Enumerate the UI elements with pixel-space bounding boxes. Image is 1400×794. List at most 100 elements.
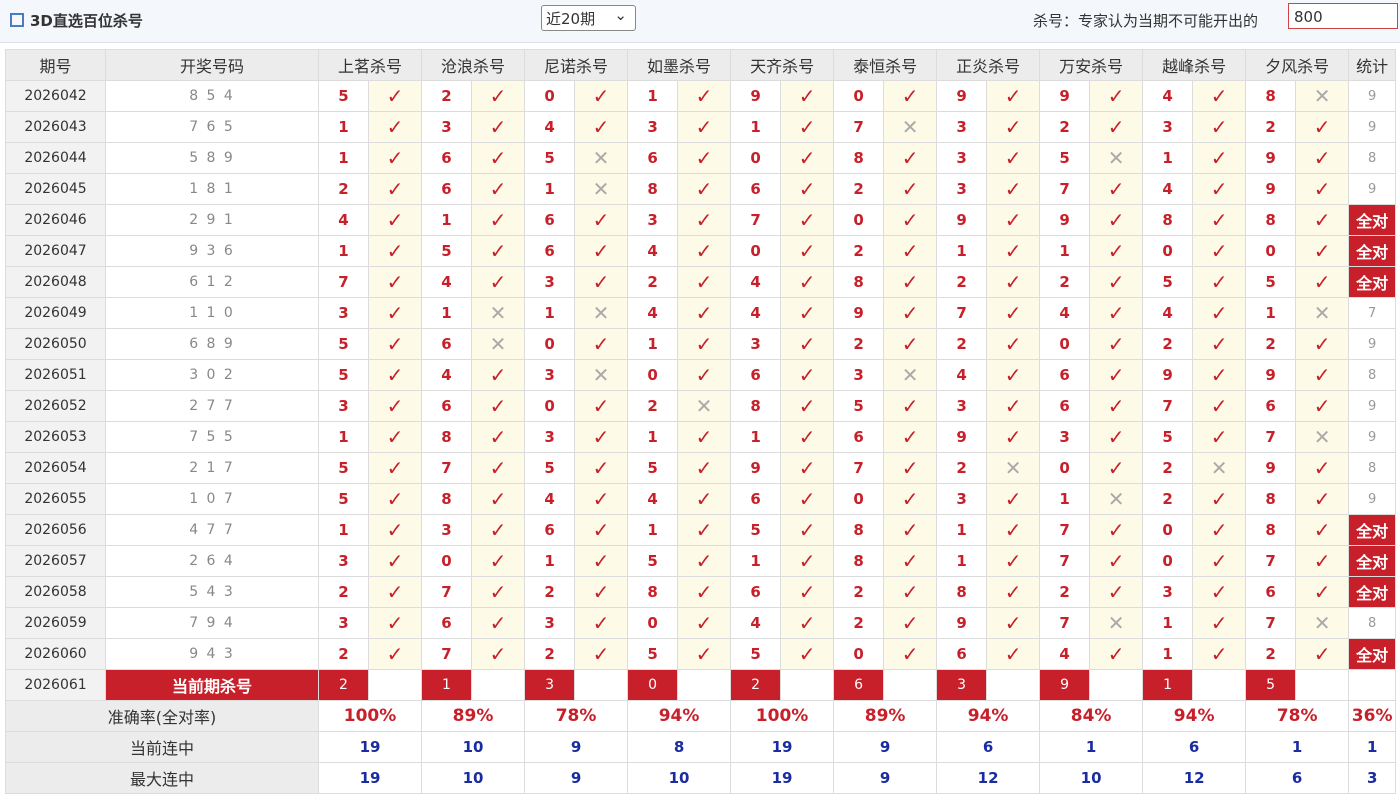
stat: 全对 — [1348, 514, 1397, 546]
draw-number: 3 0 2 — [105, 359, 319, 391]
period: 2026043 — [5, 111, 106, 143]
result-mark: ✓ — [780, 235, 835, 267]
summary-value: 6 — [1142, 731, 1247, 763]
result-mark: ✓ — [780, 421, 835, 453]
stat: 8 — [1348, 359, 1397, 391]
kill-number: 7 — [1039, 545, 1091, 577]
current-row: 2026061 当前期杀号 2 1 3 0 2 6 3 9 1 5 — [5, 669, 1397, 701]
result-mark: ✓ — [986, 328, 1041, 360]
kill-number: 6 — [524, 514, 576, 546]
kill-number: 8 — [1142, 204, 1194, 236]
column-header: 万安杀号 — [1039, 49, 1144, 81]
result-mark: ✓ — [1192, 483, 1247, 515]
kill-number: 2 — [318, 576, 369, 608]
summary-value: 1 — [1245, 731, 1350, 763]
result-mark: ✓ — [471, 204, 526, 236]
kill-number: 9 — [1245, 452, 1297, 484]
period: 2026047 — [5, 235, 106, 267]
kill-number: 8 — [627, 173, 679, 205]
result-mark: ✓ — [574, 638, 629, 670]
kill-number: 1 — [1039, 483, 1091, 515]
kill-number: 4 — [524, 483, 576, 515]
kill-number: 8 — [730, 390, 782, 422]
kill-number: 5 — [627, 638, 679, 670]
kill-number: 1 — [318, 514, 369, 546]
kill-number: 2 — [318, 638, 369, 670]
result-mark: ✓ — [883, 390, 938, 422]
kill-number: 3 — [936, 390, 988, 422]
summary-value: 10 — [421, 731, 526, 763]
result-mark: ✓ — [986, 297, 1041, 329]
result-mark: ✓ — [1295, 266, 1350, 298]
draw-number: 1 1 0 — [105, 297, 319, 329]
result-mark: ✓ — [367, 483, 423, 515]
kill-number: 1 — [1142, 142, 1194, 174]
kill-number: 4 — [1142, 297, 1194, 329]
result-mark: ✓ — [677, 297, 732, 329]
result-mark: ✓ — [1192, 328, 1247, 360]
kill-number: 1 — [730, 111, 782, 143]
row: 2026051 3 0 2 5 ✓ 4 ✓ 3 ✕ 0 ✓ 6 ✓ 3 ✕ 4 ✓ 6 ✓ 9 ✓ 9 ✓ 8 — [5, 359, 1397, 391]
result-mark: ✓ — [780, 173, 835, 205]
kill-number: 6 — [421, 607, 473, 639]
kill-number: 2 — [627, 390, 679, 422]
kill-number: 0 — [524, 390, 576, 422]
blank — [471, 669, 526, 701]
kill-number: 4 — [730, 297, 782, 329]
kill-number: 6 — [936, 638, 988, 670]
stat: 全对 — [1348, 266, 1397, 298]
summary-label: 准确率(全对率) — [5, 700, 319, 732]
result-mark: ✓ — [471, 173, 526, 205]
current-kill: 3 — [936, 669, 988, 701]
result-mark: ✓ — [1089, 514, 1144, 546]
result-mark: ✓ — [367, 297, 423, 329]
result-mark: ✓ — [1295, 142, 1350, 174]
result-mark: ✓ — [883, 266, 938, 298]
column-header: 夕风杀号 — [1245, 49, 1350, 81]
result-mark: ✓ — [986, 80, 1041, 112]
summary-value: 94% — [627, 700, 732, 732]
column-header: 期号 — [5, 49, 106, 81]
kill-number: 6 — [421, 173, 473, 205]
kill-number: 1 — [936, 235, 988, 267]
result-mark: ✓ — [1192, 421, 1247, 453]
kill-number: 6 — [421, 390, 473, 422]
kill-number: 6 — [1039, 390, 1091, 422]
kill-number: 6 — [730, 173, 782, 205]
period-select[interactable]: 近20期 — [541, 2, 636, 31]
result-mark: ✓ — [1089, 452, 1144, 484]
result-mark: ✓ — [677, 452, 732, 484]
result-mark: ✓ — [780, 297, 835, 329]
kill-number: 1 — [318, 421, 369, 453]
period: 2026050 — [5, 328, 106, 360]
draw-number: 2 9 1 — [105, 204, 319, 236]
column-header: 越峰杀号 — [1142, 49, 1247, 81]
result-mark: ✓ — [986, 111, 1041, 143]
result-mark: ✕ — [986, 452, 1041, 484]
draw-number: 7 6 5 — [105, 111, 319, 143]
kill-number: 2 — [1142, 452, 1194, 484]
kill-number: 5 — [1039, 142, 1091, 174]
result-mark: ✕ — [677, 390, 732, 422]
result-mark: ✓ — [1192, 297, 1247, 329]
stat: 9 — [1348, 111, 1397, 143]
result-mark: ✓ — [1192, 204, 1247, 236]
result-mark: ✓ — [883, 638, 938, 670]
current-label: 当前期杀号 — [105, 669, 319, 701]
draw-number: 2 7 7 — [105, 390, 319, 422]
kill-number: 0 — [1039, 452, 1091, 484]
kill-number: 4 — [421, 359, 473, 391]
kill-number: 5 — [318, 483, 369, 515]
draw-number: 6 8 9 — [105, 328, 319, 360]
current-kill: 9 — [1039, 669, 1091, 701]
result-mark: ✓ — [574, 514, 629, 546]
kill-number: 3 — [936, 142, 988, 174]
result-mark: ✓ — [1192, 359, 1247, 391]
result-mark: ✓ — [677, 421, 732, 453]
kill-number: 3 — [1142, 111, 1194, 143]
draw-number: 1 8 1 — [105, 173, 319, 205]
column-header: 泰恒杀号 — [833, 49, 938, 81]
result-mark: ✓ — [367, 576, 423, 608]
result-mark: ✓ — [367, 545, 423, 577]
result-mark: ✓ — [986, 359, 1041, 391]
